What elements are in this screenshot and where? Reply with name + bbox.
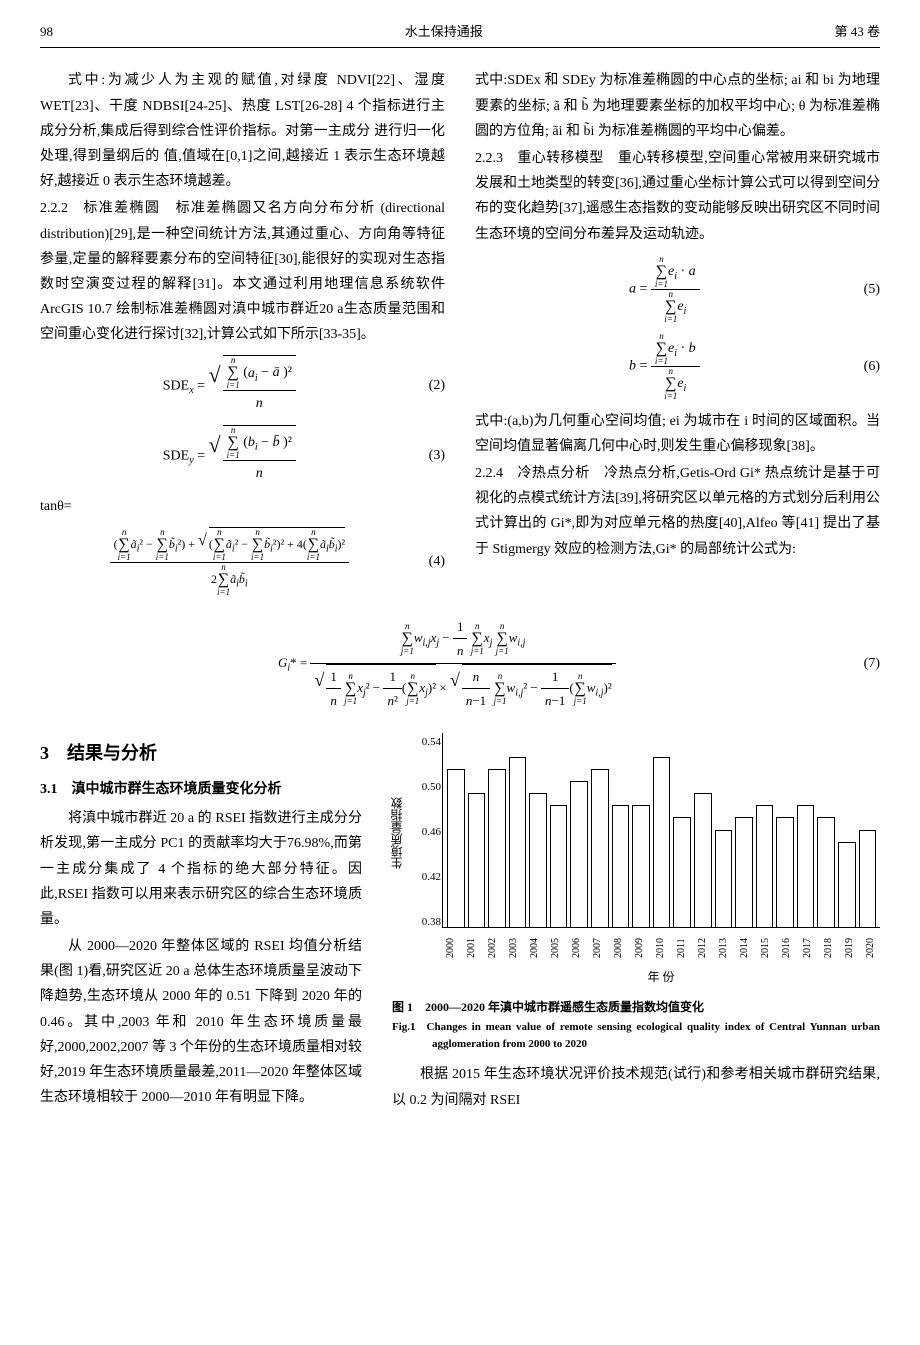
paragraph: 从 2000—2020 年整体区域的 RSEI 均值分析结果(图 1)看,研究区…	[40, 934, 362, 1110]
paragraph: 式中:SDEx 和 SDEy 为标准差椭圆的中心点的坐标; ai 和 bi 为地…	[475, 68, 880, 144]
y-tick: 0.50	[406, 778, 441, 798]
x-tick: 2015	[757, 933, 775, 963]
right-column-lower: 生境质量指数 0.540.500.460.420.38 200020012002…	[392, 723, 880, 1115]
formula-4: (n∑i=1ãi² − n∑i=1b̃i²) + √(n∑i=1ãi² − n∑…	[40, 527, 445, 597]
bar	[735, 817, 753, 926]
bar	[509, 757, 527, 927]
x-tick: 2017	[799, 933, 817, 963]
paragraph: 根据 2015 年生态环境状况评价技术规范(试行)和参考相关城市群研究结果,以 …	[392, 1062, 880, 1112]
bar	[715, 830, 733, 927]
left-column: 式中:为减少人为主观的赋值,对绿度 NDVI[22]、湿度 WET[23]、干度…	[40, 68, 445, 605]
y-tick: 0.54	[406, 733, 441, 753]
x-tick: 2016	[778, 933, 796, 963]
formula-5: a = n∑i=1ei · a n∑i=1ei (5)	[475, 255, 880, 324]
bar	[488, 769, 506, 927]
bar	[591, 769, 609, 927]
x-tick: 2018	[820, 933, 838, 963]
paragraph: 式中:(a,b)为几何重心空间均值; ei 为城市在 i 时间的区域面积。当空间…	[475, 409, 880, 459]
upper-columns: 式中:为减少人为主观的赋值,对绿度 NDVI[22]、湿度 WET[23]、干度…	[40, 68, 880, 605]
y-tick: 0.42	[406, 868, 441, 888]
bars-container	[442, 733, 880, 928]
left-column-lower: 3 结果与分析 3.1 滇中城市群生态环境质量变化分析 将滇中城市群近 20 a…	[40, 723, 362, 1115]
bar	[570, 781, 588, 927]
bar	[632, 805, 650, 926]
x-tick: 2014	[736, 933, 754, 963]
y-tick: 0.46	[406, 823, 441, 843]
section-3-heading: 3 结果与分析	[40, 737, 362, 769]
right-column: 式中:SDEx 和 SDEy 为标准差椭圆的中心点的坐标; ai 和 bi 为地…	[475, 68, 880, 605]
bar	[694, 793, 712, 926]
section-222: 2.2.2 标准差椭圆 标准差椭圆又名方向分布分析 (directional d…	[40, 196, 445, 347]
x-tick: 2005	[547, 933, 565, 963]
x-tick: 2010	[652, 933, 670, 963]
bar	[817, 817, 835, 926]
x-tick: 2006	[568, 933, 586, 963]
tan-theta: tanθ=	[40, 494, 445, 519]
x-tick: 2013	[715, 933, 733, 963]
lower-columns: 3 结果与分析 3.1 滇中城市群生态环境质量变化分析 将滇中城市群近 20 a…	[40, 723, 880, 1115]
paragraph: 式中:为减少人为主观的赋值,对绿度 NDVI[22]、湿度 WET[23]、干度…	[40, 68, 445, 194]
x-tick: 2000	[442, 933, 460, 963]
bar	[447, 769, 465, 927]
bar	[550, 805, 568, 926]
figure-caption-zh: 图 1 2000—2020 年滇中城市群遥感生态质量指数均值变化	[392, 998, 880, 1017]
x-tick: 2020	[862, 933, 880, 963]
bar	[756, 805, 774, 926]
x-tick: 2019	[841, 933, 859, 963]
x-tick: 2012	[694, 933, 712, 963]
x-axis-label: 年 份	[392, 967, 880, 989]
page-header: 98 水土保持通报 第 43 卷	[40, 20, 880, 48]
bar	[797, 805, 815, 926]
paragraph: 将滇中城市群近 20 a 的 RSEI 指数进行主成分分析发现,第一主成分 PC…	[40, 806, 362, 932]
y-tick: 0.38	[406, 913, 441, 933]
bar-chart: 生境质量指数 0.540.500.460.420.38	[392, 733, 880, 933]
figure-caption-en: Fig.1 Changes in mean value of remote se…	[392, 1019, 880, 1052]
bar	[529, 793, 547, 926]
bar	[859, 830, 877, 927]
bar	[838, 842, 856, 927]
x-tick: 2003	[505, 933, 523, 963]
page-number: 98	[40, 20, 53, 43]
formula-6: b = n∑i=1ei · b n∑i=1ei (6)	[475, 332, 880, 401]
volume: 第 43 卷	[834, 20, 880, 43]
bar	[468, 793, 486, 926]
section-3-1-heading: 3.1 滇中城市群生态环境质量变化分析	[40, 777, 362, 802]
figure-1: 生境质量指数 0.540.500.460.420.38 200020012002…	[392, 733, 880, 1053]
x-tick: 2001	[463, 933, 481, 963]
x-tick: 2011	[673, 933, 691, 963]
section-224: 2.2.4 冷热点分析 冷热点分析,Getis-Ord Gi* 热点统计是基于可…	[475, 461, 880, 562]
journal-title: 水土保持通报	[405, 20, 483, 43]
bar	[776, 817, 794, 926]
x-tick: 2009	[631, 933, 649, 963]
x-labels: 2000200120022003200420052006200720082009…	[392, 933, 880, 963]
bar	[653, 757, 671, 927]
section-223: 2.2.3 重心转移模型 重心转移模型,空间重心常被用来研究城市发展和土地类型的…	[475, 146, 880, 247]
formula-3: SDEy = √ n∑i=1 (bi − b̄ )² n (3)	[40, 425, 445, 486]
x-tick: 2008	[610, 933, 628, 963]
formula-7: Gi* = n∑j=1wi,jxj − 1n n∑j=1xj n∑j=1wi,j…	[40, 615, 880, 713]
bar	[612, 805, 630, 926]
bar	[673, 817, 691, 926]
x-tick: 2004	[526, 933, 544, 963]
y-ticks: 0.54 0.50 0.46 0.42 0.38	[406, 733, 441, 933]
x-tick: 2007	[589, 933, 607, 963]
formula-2: SDEx = √ n∑i=1 (ai − ā )² n (2)	[40, 355, 445, 416]
x-tick: 2002	[484, 933, 502, 963]
